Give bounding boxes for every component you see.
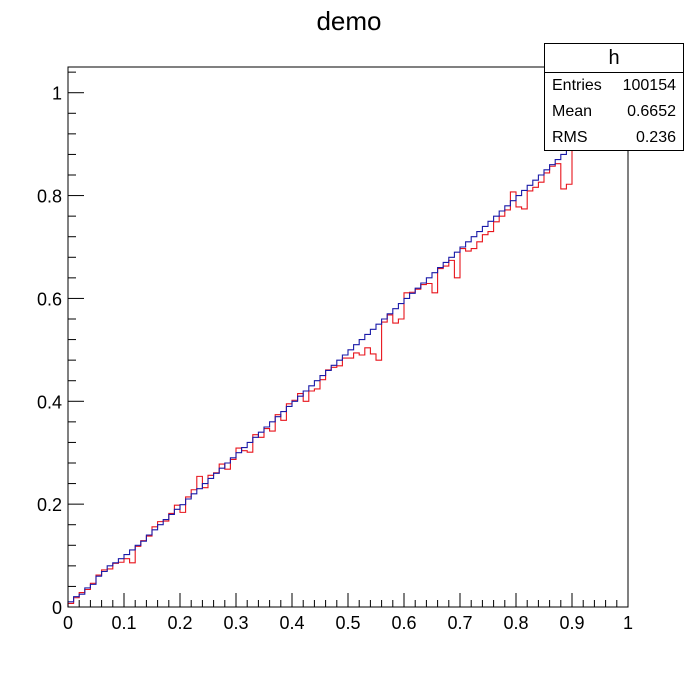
series-1-outline: [67, 96, 628, 607]
x-tick-label: 0.8: [503, 613, 528, 633]
stats-label: Entries: [552, 77, 602, 94]
stats-value: 100154: [622, 77, 676, 94]
x-tick-label: 0.1: [111, 613, 136, 633]
y-tick-label: 0.2: [37, 495, 62, 515]
axis-layer: 0 0.1 0.2 0.3 0.4 0.5 0.6 0.7 0.8 0.9 1 0 0.2 0.4 0.6 0…: [37, 71, 633, 633]
series-layer: [67, 96, 628, 607]
stats-label: Mean: [552, 103, 593, 120]
chart-title: demo: [316, 6, 382, 36]
stats-label: RMS: [552, 129, 588, 146]
x-tick-label: 0.6: [391, 613, 416, 633]
y-tick-label: 0: [52, 598, 62, 618]
x-tick-label: 0.5: [335, 613, 360, 633]
series-2-outline: [67, 97, 628, 607]
x-tick-label: 0.7: [447, 613, 472, 633]
stats-value: 0.6652: [627, 103, 676, 120]
x-tick-label: 1: [623, 613, 633, 633]
stats-value: 0.236: [635, 129, 676, 146]
y-tick-label: 0.8: [37, 187, 62, 207]
x-tick-label: 0.3: [223, 613, 248, 633]
stats-row-mean: Mean 0.6652: [545, 99, 683, 125]
stats-row-rms: RMS 0.236: [545, 125, 683, 151]
x-tick-label: 0.4: [279, 613, 304, 633]
y-tick-label: 0.6: [37, 289, 62, 309]
x-tick-label: 0.9: [559, 613, 584, 633]
x-tick-label: 0: [63, 613, 73, 633]
y-tick-label: 1: [52, 84, 62, 104]
stats-row-entries: Entries 100154: [545, 73, 683, 99]
stats-box: h Entries 100154 Mean 0.6652 RMS 0.236: [544, 43, 684, 151]
stats-histogram-name: h: [545, 44, 683, 73]
y-tick-label: 0.4: [37, 392, 62, 412]
x-tick-label: 0.2: [167, 613, 192, 633]
